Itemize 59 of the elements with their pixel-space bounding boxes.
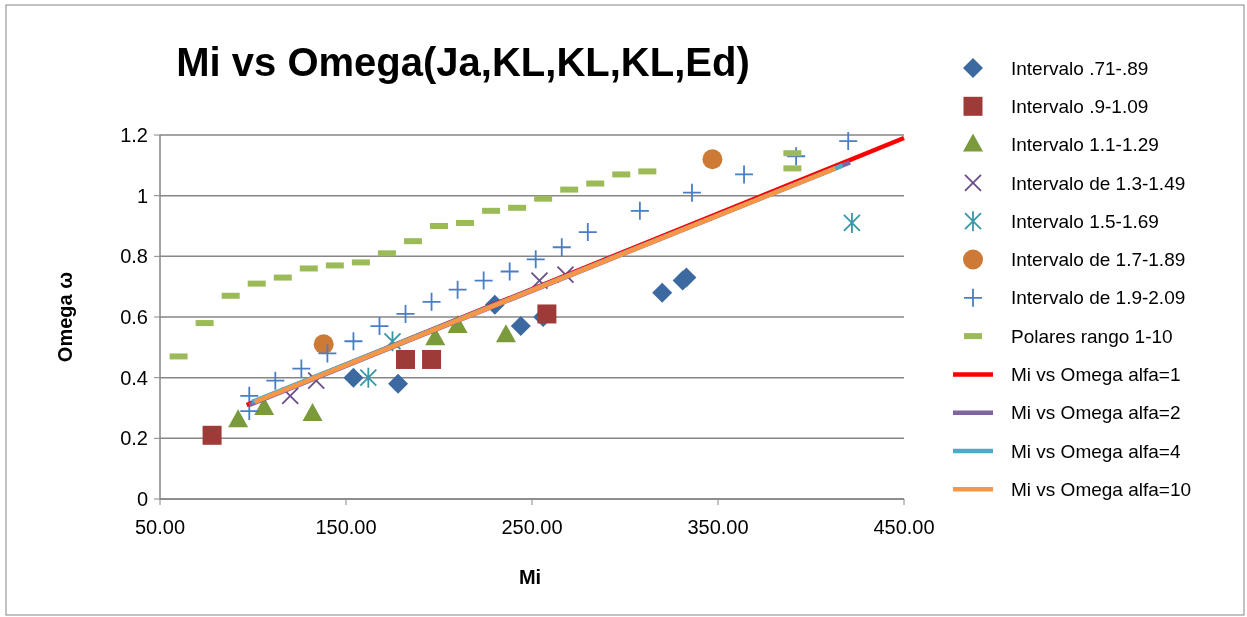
point bbox=[577, 222, 598, 242]
point bbox=[629, 200, 650, 221]
point bbox=[343, 331, 364, 352]
point bbox=[202, 425, 222, 445]
legend-label: Mi vs Omega alfa=4 bbox=[1011, 440, 1181, 462]
point bbox=[682, 182, 702, 203]
point bbox=[838, 131, 859, 151]
y-tick-label: 1 bbox=[136, 184, 148, 207]
y-tick-label: 0.8 bbox=[120, 245, 148, 268]
x-tick-label: 250.00 bbox=[501, 516, 563, 538]
x-tick-label: 150.00 bbox=[315, 516, 377, 538]
point bbox=[495, 324, 516, 343]
point bbox=[317, 343, 338, 364]
point bbox=[447, 279, 468, 300]
legend-label: Intervalo .71-.89 bbox=[1011, 57, 1149, 79]
legend-label: Intervalo 1.1-1.29 bbox=[1011, 134, 1159, 156]
point bbox=[388, 373, 409, 394]
y-tick-label: 0.4 bbox=[120, 366, 148, 389]
legend-label: Mi vs Omega alfa=1 bbox=[1011, 364, 1181, 386]
point bbox=[265, 370, 286, 391]
legend-label: Mi vs Omega alfa=2 bbox=[1011, 402, 1181, 424]
legend-label: Mi vs Omega alfa=10 bbox=[1011, 478, 1192, 500]
point bbox=[843, 212, 861, 234]
y-tick-label: 0.6 bbox=[120, 306, 148, 328]
point bbox=[551, 237, 572, 258]
point bbox=[510, 316, 531, 337]
legend-label: Intervalo .9-1.09 bbox=[1011, 95, 1149, 117]
point bbox=[652, 282, 673, 303]
point bbox=[473, 270, 494, 291]
point bbox=[291, 358, 312, 379]
y-tick-label: 1.2 bbox=[120, 124, 148, 146]
point bbox=[786, 146, 807, 167]
legend-label: Intervalo de 1.7-1.89 bbox=[1011, 249, 1186, 271]
y-tick-label: 0 bbox=[136, 488, 148, 510]
point bbox=[302, 403, 323, 422]
point bbox=[421, 291, 442, 312]
x-tick-label: 50.00 bbox=[134, 516, 186, 538]
point bbox=[369, 316, 390, 336]
point bbox=[499, 261, 520, 282]
x-axis-title: Mi bbox=[518, 566, 542, 588]
legend-label: Intervalo 1.5-1.69 bbox=[1011, 210, 1159, 232]
point bbox=[702, 149, 723, 170]
point bbox=[422, 349, 442, 369]
legend-label: Polares rango 1-10 bbox=[1011, 325, 1173, 347]
x-tick-label: 450.00 bbox=[873, 516, 935, 538]
y-axis-title: Omega ω bbox=[54, 271, 76, 363]
x-tick-label: 350.00 bbox=[687, 516, 749, 538]
legend-label: Intervalo de 1.9-2.09 bbox=[1011, 287, 1186, 309]
point bbox=[313, 334, 334, 355]
y-tick-label: 0.2 bbox=[120, 427, 148, 450]
point bbox=[395, 304, 416, 324]
point bbox=[343, 367, 364, 388]
point bbox=[396, 349, 416, 369]
point bbox=[228, 409, 249, 428]
point bbox=[359, 366, 378, 389]
point bbox=[525, 249, 546, 270]
legend-label: Intervalo de 1.3-1.49 bbox=[1011, 172, 1186, 194]
point bbox=[734, 164, 754, 185]
chart-title: Mi vs Omega(Ja,KL,KL,KL,Ed) bbox=[176, 40, 750, 84]
